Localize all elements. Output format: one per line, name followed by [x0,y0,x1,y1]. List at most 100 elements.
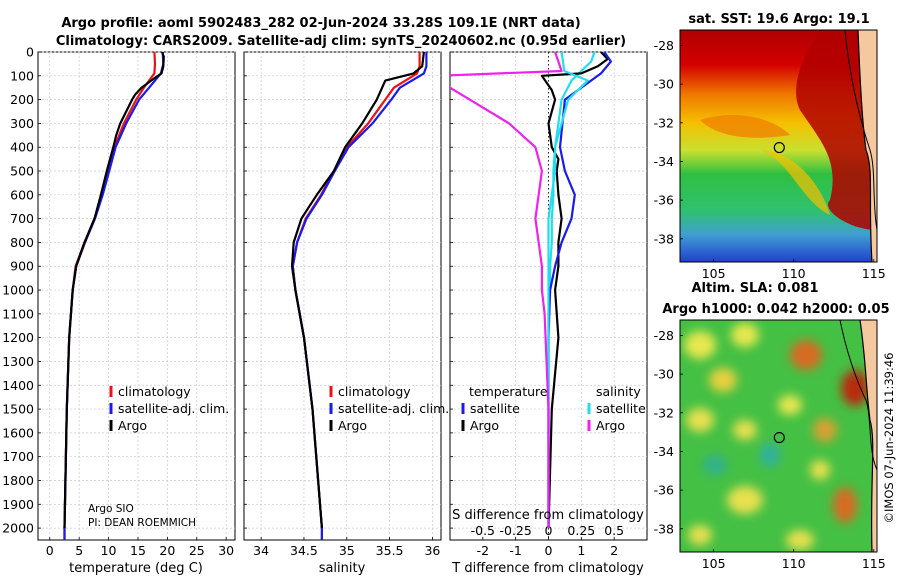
map-y-tick-label: -38 [654,231,674,246]
s-tick-label: 0 [545,523,553,538]
map-x-tick-label: 115 [862,556,886,571]
x-tick-label: 35 [339,543,355,558]
y-tick-label: 1300 [2,354,34,369]
legend-argo: Argo [118,418,147,433]
sst-map-title: sat. SST: 19.6 Argo: 19.1 [688,12,869,27]
legend-climatology: climatology [118,384,191,399]
temperature-series-group [63,52,165,540]
sla-argo-location-marker [773,431,785,444]
x-tick-label: 0 [545,543,553,558]
x-tick-label: 36 [424,543,440,558]
grid-layer [38,51,647,540]
x-tick-label: 10 [101,543,117,558]
y-tick-label: 0 [26,45,34,60]
map-y-tick-label: -38 [654,521,674,536]
series-layer [63,52,613,540]
legend-temperature-title: temperature [469,384,548,399]
y-tick-label: 900 [10,259,34,274]
temperature-axes [37,51,236,541]
map-x-tick-label: 105 [702,556,726,571]
y-tick-label: 700 [10,211,34,226]
x-tick-label: 2 [610,543,618,558]
difference-series-line [547,52,590,529]
salinity-series-group [290,52,428,540]
x-tick-label: 34 [253,543,269,558]
imos-watermark: ©IMOS 07-Jun-2024 11:39:46 [882,353,896,524]
s-tick-label: -0.5 [471,523,495,538]
y-tick-label: 1200 [2,330,34,345]
map-x-tick-label: 110 [782,556,806,571]
y-tick-label: 1400 [2,378,34,393]
y-tick-label: 100 [10,68,34,83]
legend-satellite: satellite-adj. clim. [338,401,449,416]
x-tick-label: 35.5 [376,543,404,558]
y-tick-label: 1700 [2,449,34,464]
legend-satellite: satellite-adj. clim. [118,401,229,416]
legend-s-satellite: satellite [596,401,646,416]
map-y-tick-label: -30 [654,367,674,382]
sst-argo-location-marker [773,141,785,154]
y-tick-label: 1500 [2,402,34,417]
temperature-xlabel: temperature (deg C) [69,561,203,576]
temperature-legend: climatology satellite-adj. clim. Argo [109,384,229,433]
salinity-xlabel: salinity [319,561,366,576]
legend-climatology: climatology [338,384,411,399]
y-tick-label: 1600 [2,425,34,440]
sst-map-ticks: -28 -30 -32 -34 -36 -38 105 110 115 [654,38,886,281]
sla-map-image [680,320,877,552]
salinity-axes [243,51,442,541]
map-y-tick-label: -32 [654,405,674,420]
salinity-series-line [290,52,425,529]
s-tick-label: 0.25 [567,523,595,538]
x-tick-label: 1 [577,543,585,558]
map-y-tick-label: -28 [654,328,674,343]
sst-map-frame [679,29,878,263]
map-x-tick-label: 105 [702,266,726,281]
map-x-tick-label: 110 [782,266,806,281]
map-y-tick-label: -34 [654,444,674,459]
difference-legend: temperature satellite Argo salinity sate… [461,384,646,433]
y-tick-label: 1000 [2,283,34,298]
difference-series-line [450,52,563,529]
map-y-tick-label: -30 [654,77,674,92]
map-y-tick-label: -28 [654,38,674,53]
legend-t-argo: Argo [470,418,499,433]
s-difference-label: S difference from climatology [452,508,644,523]
x-tick-label: 25 [189,543,205,558]
difference-xlabel: T difference from climatology [451,561,644,576]
tick-layer: 0100200300400500600700800900100011001200… [2,45,624,559]
y-tick-label: 400 [10,140,34,155]
map-y-tick-label: -36 [654,483,674,498]
s-tick-label: 0.5 [604,523,624,538]
map-y-tick-label: -36 [654,193,674,208]
sst-map-image [680,30,877,262]
sla-map-ticks: -28 -30 -32 -34 -36 -38 105 110 115 [654,328,886,571]
x-tick-label: 15 [130,543,146,558]
argo-pi: PI: DEAN ROEMMICH [88,517,196,529]
x-tick-label: -2 [477,543,489,558]
argo-institution: Argo SIO [88,503,134,515]
y-tick-label: 300 [10,116,34,131]
title-line-2: Climatology: CARS2009. Satellite-adj cli… [56,34,626,49]
sla-map-title-2: Argo h1000: 0.042 h2000: 0.05 [662,302,889,317]
x-tick-label: 0 [46,543,54,558]
salinity-legend: climatology satellite-adj. clim. Argo [329,384,449,433]
y-tick-label: 600 [10,187,34,202]
y-tick-label: 2000 [2,521,34,536]
difference-series-group [450,52,613,529]
y-tick-label: 1100 [2,306,34,321]
y-tick-label: 1900 [2,497,34,512]
x-tick-label: 5 [75,543,83,558]
y-tick-label: 1800 [2,473,34,488]
x-tick-label: 34.5 [290,543,318,558]
y-tick-label: 800 [10,235,34,250]
y-tick-label: 500 [10,164,34,179]
map-y-tick-label: -32 [654,115,674,130]
s-tick-label: -0.25 [499,523,531,538]
legend-salinity-title: salinity [596,384,641,399]
x-tick-label: -1 [509,543,521,558]
title-line-1: Argo profile: aoml 5902483_282 02-Jun-20… [61,16,580,31]
x-tick-label: 30 [218,543,234,558]
map-x-tick-label: 115 [862,266,886,281]
